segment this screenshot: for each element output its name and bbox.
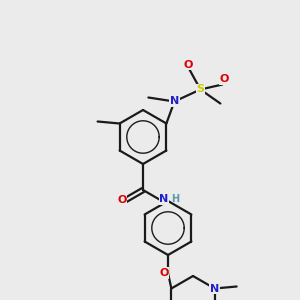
Text: O: O (220, 74, 229, 85)
Text: N: N (159, 194, 169, 204)
Text: N: N (170, 97, 179, 106)
Text: O: O (117, 195, 127, 205)
Text: O: O (184, 59, 193, 70)
Text: H: H (171, 194, 179, 204)
Text: N: N (210, 284, 219, 293)
Text: O: O (159, 268, 169, 278)
Text: S: S (196, 85, 204, 94)
